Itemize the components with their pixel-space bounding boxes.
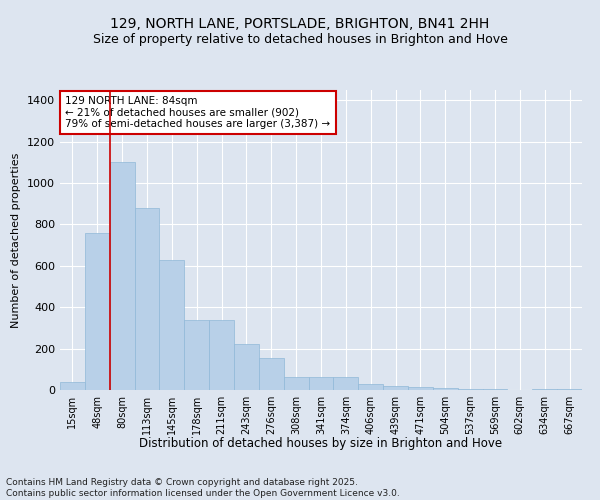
Bar: [160, 260, 184, 390]
Bar: [358, 384, 383, 390]
Bar: [134, 208, 160, 390]
Bar: [110, 162, 134, 390]
Bar: [234, 344, 259, 390]
Bar: [284, 376, 308, 390]
Bar: [458, 389, 482, 390]
Text: 129, NORTH LANE, PORTSLADE, BRIGHTON, BN41 2HH: 129, NORTH LANE, PORTSLADE, BRIGHTON, BN…: [110, 18, 490, 32]
Bar: [433, 388, 458, 390]
Bar: [334, 376, 358, 390]
Bar: [85, 233, 110, 390]
Bar: [184, 320, 209, 390]
Text: Size of property relative to detached houses in Brighton and Hove: Size of property relative to detached ho…: [92, 32, 508, 46]
Bar: [557, 389, 582, 390]
Text: Contains HM Land Registry data © Crown copyright and database right 2025.
Contai: Contains HM Land Registry data © Crown c…: [6, 478, 400, 498]
Bar: [532, 389, 557, 390]
X-axis label: Distribution of detached houses by size in Brighton and Hove: Distribution of detached houses by size …: [139, 437, 503, 450]
Bar: [408, 387, 433, 390]
Bar: [482, 389, 508, 390]
Bar: [259, 358, 284, 390]
Bar: [209, 320, 234, 390]
Bar: [308, 376, 334, 390]
Y-axis label: Number of detached properties: Number of detached properties: [11, 152, 22, 328]
Text: 129 NORTH LANE: 84sqm
← 21% of detached houses are smaller (902)
79% of semi-det: 129 NORTH LANE: 84sqm ← 21% of detached …: [65, 96, 331, 129]
Bar: [60, 382, 85, 390]
Bar: [383, 386, 408, 390]
